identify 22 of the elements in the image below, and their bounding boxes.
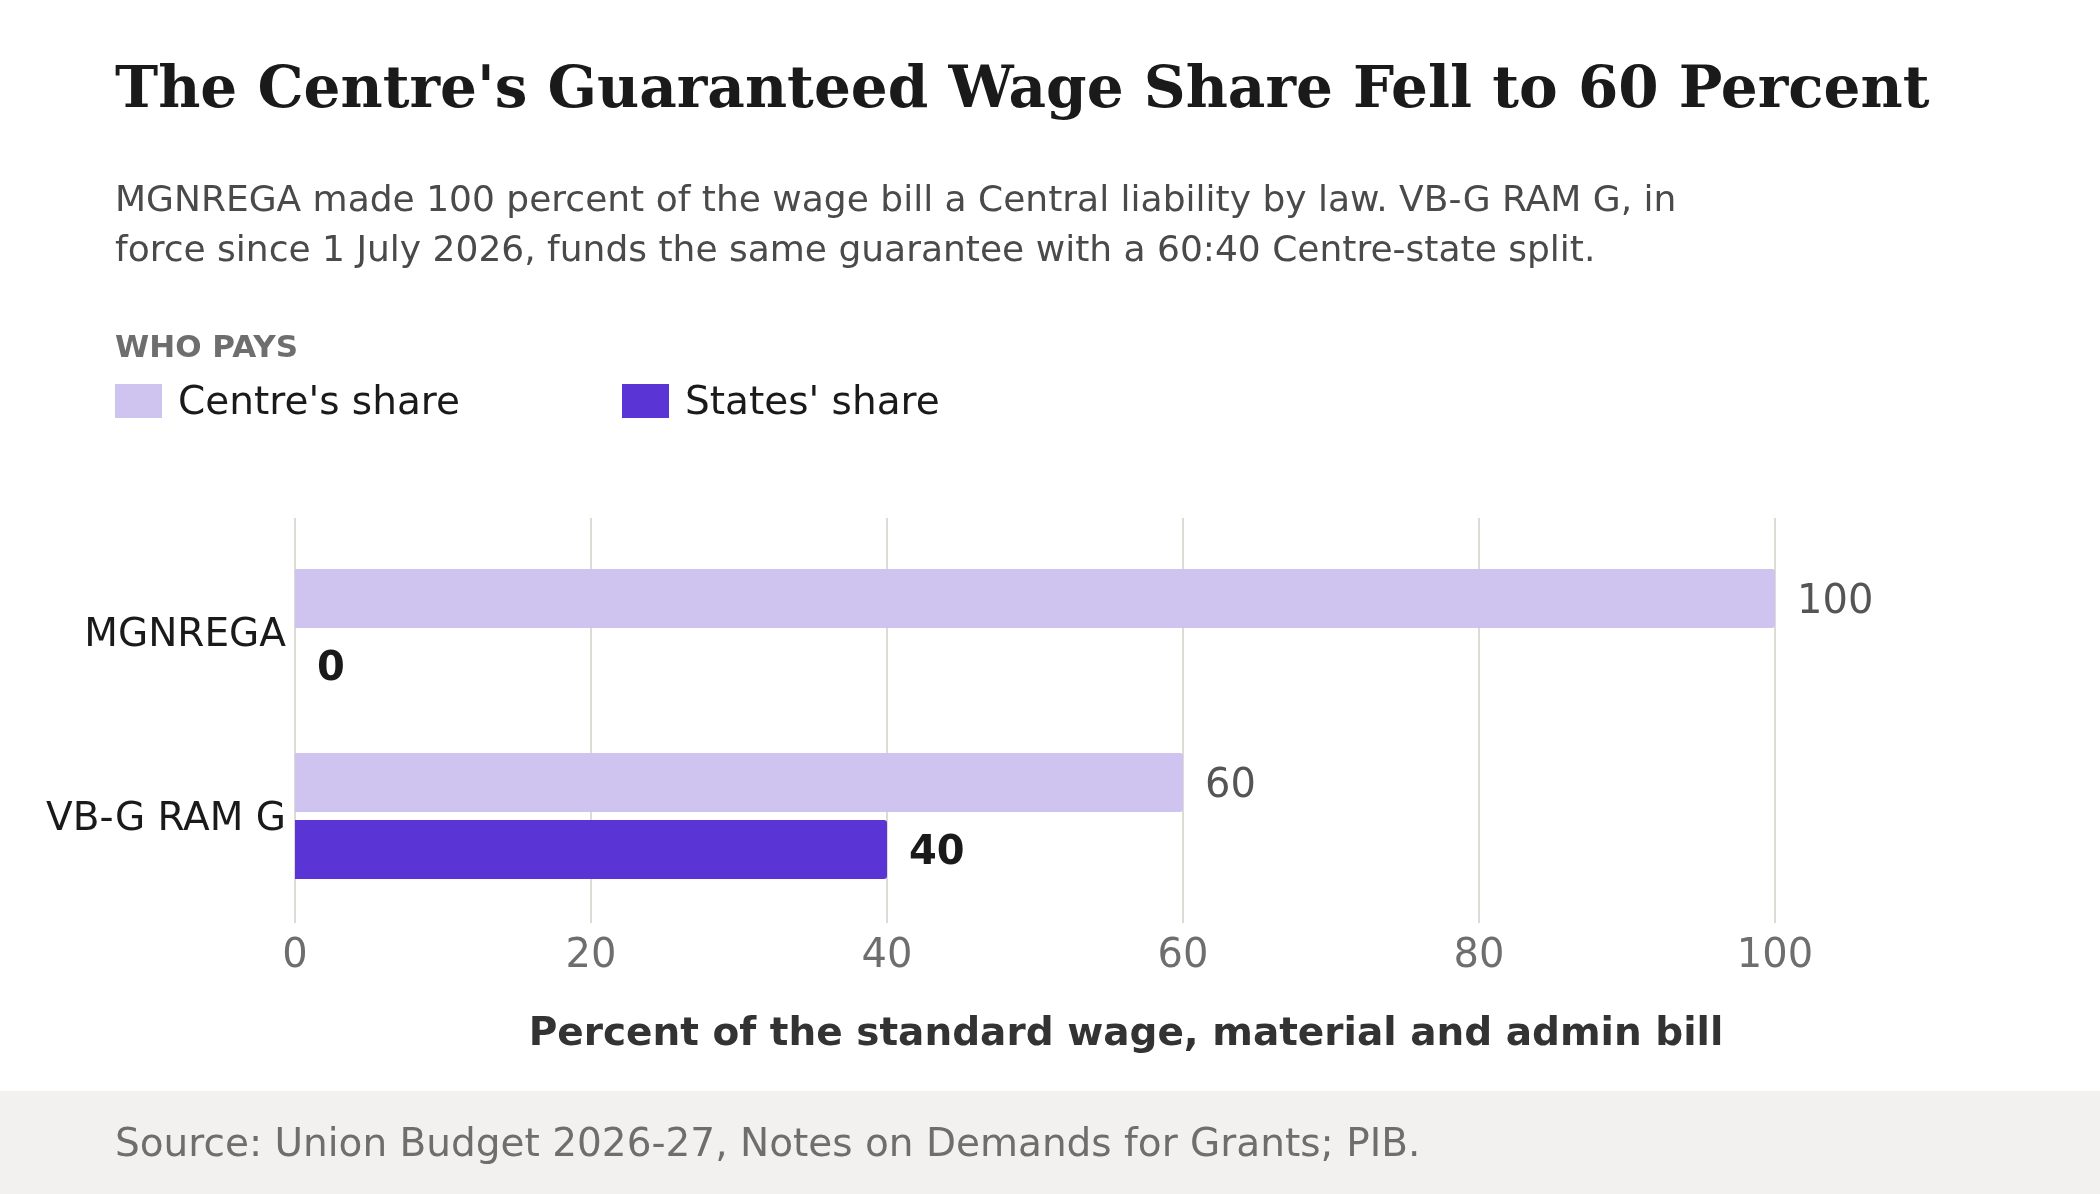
legend-label: Centre's share bbox=[178, 378, 460, 423]
data-label: 40 bbox=[909, 826, 965, 873]
source-note: Source: Union Budget 2026-27, Notes on Demands for Grants; PIB. bbox=[115, 1119, 1421, 1167]
x-tick-label: 0 bbox=[282, 930, 308, 977]
legend-title: WHO PAYS bbox=[115, 328, 298, 364]
y-tick-label: MGNREGA bbox=[84, 609, 287, 655]
x-tick-label: 40 bbox=[861, 930, 913, 977]
chart-title: The Centre's Guaranteed Wage Share Fell to 60 Percent bbox=[115, 53, 1930, 121]
x-tick-label: 20 bbox=[565, 930, 617, 977]
x-tick-label: 80 bbox=[1453, 930, 1505, 977]
bar bbox=[295, 569, 1775, 628]
y-tick-label: VB-G RAM G bbox=[45, 793, 286, 839]
legend-label: States' share bbox=[684, 378, 940, 423]
data-label: 0 bbox=[317, 642, 345, 689]
x-tick-label: 100 bbox=[1736, 930, 1814, 977]
data-label: 60 bbox=[1205, 759, 1256, 806]
bar bbox=[295, 753, 1183, 812]
data-label: 100 bbox=[1797, 575, 1874, 622]
x-tick-label: 60 bbox=[1157, 930, 1209, 977]
bar bbox=[295, 820, 887, 879]
chart-subtitle: MGNREGA made 100 percent of the wage bill a Central liability by law. VB-G RAM G, in force since 1 July 2026, funds the same guarantee with a 60:40 Centre-state split. bbox=[115, 177, 1678, 271]
x-axis-title: Percent of the standard wage, material and admin bill bbox=[528, 1009, 1724, 1054]
